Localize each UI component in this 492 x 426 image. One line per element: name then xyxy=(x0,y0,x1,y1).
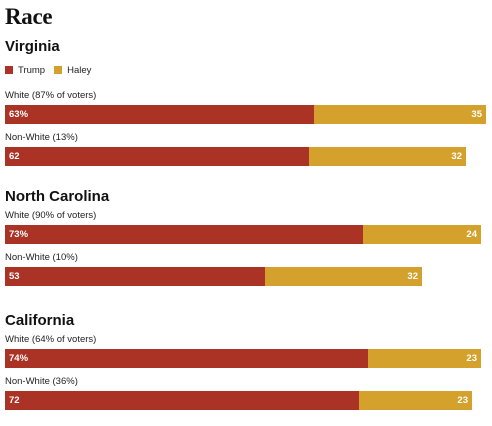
group-label: Non-White (13%) xyxy=(5,132,78,143)
legend-label-haley: Haley xyxy=(67,64,92,76)
bar-value-label: 72 xyxy=(9,395,20,406)
bar-trump: 62 xyxy=(5,147,309,166)
legend-item-haley: Haley xyxy=(54,65,91,76)
bar-row: 74% 23 xyxy=(5,349,481,368)
legend-swatch-haley xyxy=(54,66,63,74)
bar-row: 73% 24 xyxy=(5,225,481,244)
bar-value-label: 35 xyxy=(471,109,482,120)
bar-value-label: 23 xyxy=(457,395,468,406)
bar-row: 72 23 xyxy=(5,391,472,410)
legend-swatch-trump xyxy=(5,66,13,74)
group-label: White (87% of voters) xyxy=(5,90,97,101)
bar-trump: 72 xyxy=(5,391,359,410)
group-label: White (90% of voters) xyxy=(5,210,97,221)
bar-row: 62 32 xyxy=(5,147,466,166)
bar-trump: 63% xyxy=(5,105,314,124)
bar-row: 53 32 xyxy=(5,267,422,286)
bar-value-label: 32 xyxy=(451,151,462,162)
bar-haley: 32 xyxy=(265,267,422,286)
north-carolina-title: North Carolina xyxy=(5,188,110,205)
bar-value-label: 62 xyxy=(9,151,20,162)
bar-value-label: 73% xyxy=(9,229,29,240)
bar-haley: 35 xyxy=(314,105,486,124)
bar-value-label: 53 xyxy=(9,271,20,282)
legend: Trump Haley xyxy=(5,63,100,77)
virginia-title: Virginia xyxy=(5,38,60,55)
bar-haley: 32 xyxy=(309,147,466,166)
california-title: California xyxy=(5,312,75,329)
group-label: Non-White (10%) xyxy=(5,252,78,263)
bar-trump: 53 xyxy=(5,267,265,286)
bar-haley: 23 xyxy=(368,349,481,368)
bar-trump: 74% xyxy=(5,349,368,368)
bar-haley: 23 xyxy=(359,391,472,410)
bar-value-label: 63% xyxy=(9,109,29,120)
bar-value-label: 24 xyxy=(466,229,477,240)
bar-value-label: 23 xyxy=(466,353,477,364)
page-title: Race xyxy=(5,4,53,29)
bar-value-label: 32 xyxy=(407,271,418,282)
bar-trump: 73% xyxy=(5,225,363,244)
legend-item-trump: Trump xyxy=(5,65,45,76)
bar-haley: 24 xyxy=(363,225,481,244)
bar-row: 63% 35 xyxy=(5,105,486,124)
group-label: White (64% of voters) xyxy=(5,334,97,345)
bar-value-label: 74% xyxy=(9,353,29,364)
group-label: Non-White (36%) xyxy=(5,376,78,387)
legend-label-trump: Trump xyxy=(18,64,46,76)
